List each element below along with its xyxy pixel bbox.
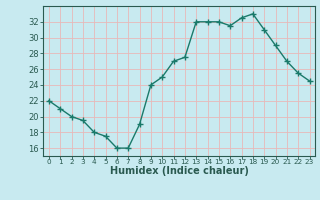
X-axis label: Humidex (Indice chaleur): Humidex (Indice chaleur) xyxy=(110,166,249,176)
